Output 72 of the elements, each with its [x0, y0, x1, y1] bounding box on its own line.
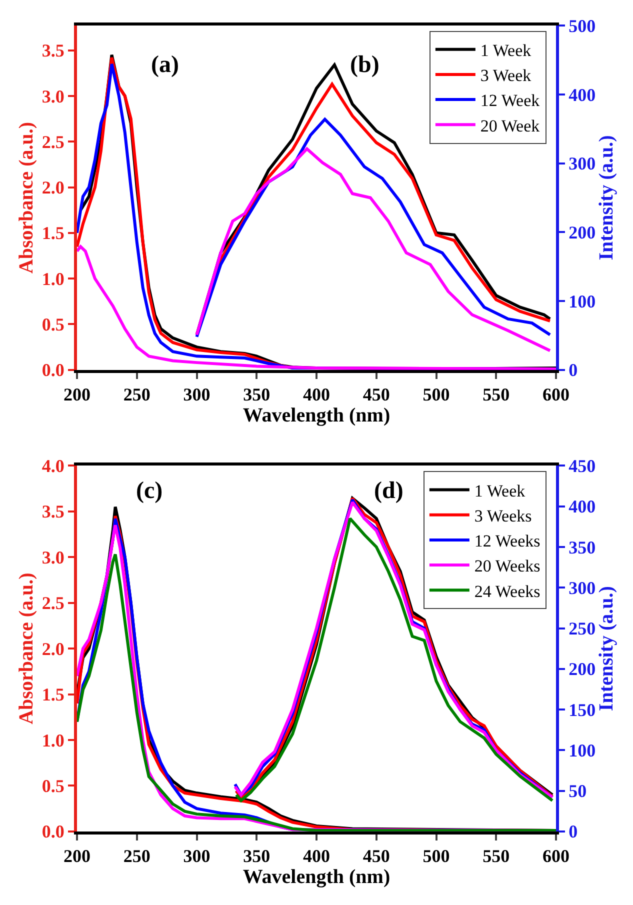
x-tick-label: 600 [542, 384, 570, 404]
x-tick-label: 550 [482, 846, 510, 866]
y2-tick-label: 300 [568, 578, 596, 598]
x-tick-label: 600 [542, 846, 570, 866]
y2-tick-label: 400 [568, 496, 596, 517]
y-tick-label: 3.5 [42, 502, 64, 522]
y2-tick-label: 400 [568, 84, 596, 105]
legend-label: 24 Weeks [474, 582, 540, 601]
y2-tick-label: 0 [568, 822, 578, 842]
x-tick-label: 450 [362, 384, 390, 404]
y-tick-label: 2.5 [42, 132, 64, 152]
y2-tick-label: 250 [568, 618, 596, 639]
legend-label: 1 Week [474, 481, 526, 500]
x-axis-title: Wavelength (nm) [242, 404, 390, 426]
x-tick-label: 350 [243, 846, 270, 866]
line-series [195, 147, 552, 352]
y-tick-label: 0.0 [42, 822, 64, 842]
x-tick-label: 250 [123, 384, 150, 404]
y-tick-label: 2.0 [42, 638, 64, 659]
y-tick-label: 1.5 [42, 684, 64, 705]
legend-label: 3 Week [480, 66, 532, 86]
x-tick-label: 200 [64, 846, 90, 866]
x-tick-label: 200 [64, 384, 90, 404]
annotation: (a) [151, 52, 179, 78]
y2-tick-label: 100 [568, 291, 596, 312]
y-tick-label: 1.0 [42, 730, 64, 750]
y2-tick-label: 450 [568, 456, 596, 476]
y-tick-label: 2.0 [42, 178, 64, 198]
y2-tick-label: 200 [568, 659, 596, 680]
y-tick-label: 4.0 [42, 456, 64, 476]
x-tick-label: 550 [482, 384, 510, 404]
y-tick-label: 3.5 [42, 40, 64, 61]
x-axis-title: Wavelength (nm) [242, 866, 390, 888]
y2-tick-label: 150 [568, 700, 596, 720]
y2-tick-label: 300 [568, 154, 596, 174]
y-tick-label: 3.0 [42, 86, 64, 106]
y-tick-label: 3.0 [42, 547, 64, 568]
x-tick-label: 400 [303, 846, 330, 866]
line-series [77, 245, 556, 370]
x-tick-label: 450 [362, 846, 390, 866]
legend-label: 20 Week [480, 116, 540, 136]
y-tick-label: 0.5 [42, 776, 64, 796]
y-tick-label: 0.0 [42, 360, 64, 380]
x-tick-label: 400 [303, 384, 330, 404]
annotation: (c) [136, 478, 163, 504]
x-tick-label: 500 [422, 384, 450, 404]
y2-axis-title: Intensity (a.u.) [596, 586, 618, 712]
y2-axis-title: Intensity (a.u.) [596, 135, 618, 260]
legend-label: 1 Week [480, 40, 532, 60]
legend-label: 12 Weeks [474, 532, 540, 551]
y2-tick-label: 500 [568, 16, 596, 36]
x-tick-label: 250 [123, 846, 150, 866]
y-tick-label: 1.0 [42, 268, 64, 289]
legend-label: 3 Weeks [474, 506, 532, 526]
annotation: (d) [374, 478, 404, 504]
y2-tick-label: 350 [568, 537, 596, 558]
y2-tick-label: 0 [568, 360, 578, 380]
y-tick-label: 1.5 [42, 223, 64, 244]
y-tick-label: 0.5 [42, 314, 64, 335]
x-tick-label: 350 [243, 384, 270, 404]
x-tick-label: 500 [422, 846, 450, 866]
x-tick-label: 300 [183, 384, 210, 404]
y-axis-title: Absorbance (a.u.) [15, 122, 38, 274]
y-tick-label: 2.5 [42, 593, 64, 614]
y2-tick-label: 100 [568, 740, 596, 760]
legend-label: 20 Weeks [474, 556, 540, 576]
y2-tick-label: 200 [568, 222, 596, 242]
legend-label: 12 Week [480, 91, 540, 110]
annotation: (b) [350, 52, 380, 78]
y-axis-title: Absorbance (a.u.) [15, 572, 38, 724]
y2-tick-label: 50 [568, 781, 587, 802]
x-tick-label: 300 [183, 846, 210, 866]
